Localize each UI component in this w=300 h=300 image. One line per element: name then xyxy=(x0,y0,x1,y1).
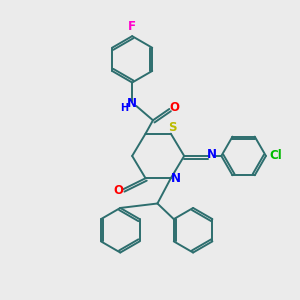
Text: F: F xyxy=(128,20,136,33)
Text: N: N xyxy=(171,172,181,185)
Text: O: O xyxy=(170,101,180,114)
Text: S: S xyxy=(168,121,176,134)
Text: H: H xyxy=(120,103,128,113)
Text: Cl: Cl xyxy=(269,149,282,162)
Text: O: O xyxy=(113,184,123,197)
Text: N: N xyxy=(127,97,136,110)
Text: N: N xyxy=(207,148,217,161)
